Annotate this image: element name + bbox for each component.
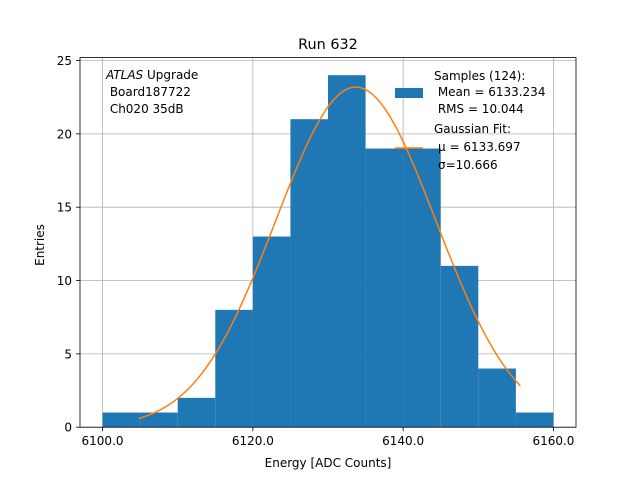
annotation-line-2: Board187722 (106, 85, 191, 99)
legend-hist-line-2: Mean = 6133.234 (434, 85, 545, 99)
histogram-bar (290, 119, 328, 428)
histogram-bars (102, 75, 554, 428)
legend-fit-line-3: σ=10.666 (438, 158, 498, 172)
axis-ticks: 6100.0 6120.0 6140.0 6160.0 0 5 10 15 20 25 (57, 54, 575, 448)
chart-title: Run 632 (298, 37, 358, 53)
annotation-upgrade: Upgrade (143, 68, 198, 82)
annotation-line-1: ATLAS Upgrade (105, 68, 198, 82)
legend-hist-line-3: RMS = 10.044 (434, 102, 524, 116)
histogram-bar (140, 412, 178, 428)
histogram-bar (102, 412, 141, 428)
y-tick-label: 15 (57, 201, 72, 215)
x-axis-label: Energy [ADC Counts] (265, 456, 392, 470)
x-tick-label: 6140.0 (382, 434, 424, 448)
histogram-bar (403, 148, 441, 428)
legend: Samples (124): Mean = 6133.234 RMS = 10.… (395, 69, 545, 172)
legend-fit-line-2: μ = 6133.697 (438, 140, 521, 154)
annotation-atlas: ATLAS (105, 68, 144, 82)
histogram-bar (440, 265, 479, 428)
x-tick-label: 6160.0 (532, 434, 574, 448)
y-tick-label: 10 (57, 274, 72, 288)
y-tick-label: 25 (57, 54, 72, 68)
legend-hist-line-1: Samples (124): (434, 69, 525, 83)
histogram-bar (177, 397, 216, 428)
legend-fit-line-1: Gaussian Fit: (434, 122, 511, 136)
histogram-bar (215, 309, 253, 428)
legend-hist-swatch (395, 88, 423, 98)
y-tick-label: 20 (57, 127, 72, 141)
annotation-line-3: Ch020 35dB (106, 102, 184, 116)
histogram-bar (365, 148, 404, 428)
x-tick-label: 6120.0 (232, 434, 274, 448)
histogram-bar (515, 412, 554, 428)
gaussian-fit-curve (138, 86, 521, 420)
axes-frame (79, 57, 577, 428)
histogram-bar (328, 75, 366, 428)
y-axis-label: Entries (33, 224, 47, 266)
x-tick-label: 6100.0 (82, 434, 124, 448)
histogram-bar (252, 236, 291, 428)
histogram-bar (478, 368, 516, 428)
atlas-annotation: ATLAS Upgrade Board187722 Ch020 35dB (105, 68, 198, 116)
y-tick-label: 5 (64, 347, 72, 361)
y-tick-label: 0 (64, 421, 72, 435)
